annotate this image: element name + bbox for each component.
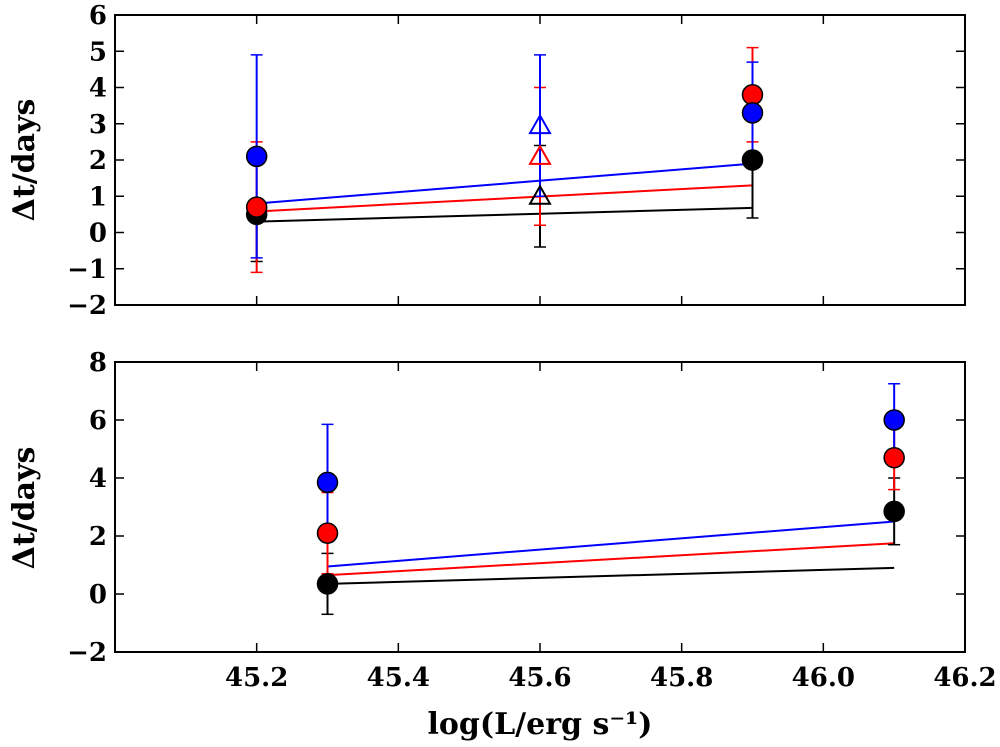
bottom-plot-frame <box>114 361 966 653</box>
top-y-tick-label: −1 <box>67 255 107 285</box>
bottom-x-tick-label: 46.2 <box>933 663 996 693</box>
bottom-x-tick-label: 45.4 <box>367 663 430 693</box>
bottom-y-tick-label: 8 <box>89 348 107 378</box>
top-y-tick-label: 1 <box>89 182 107 212</box>
bottom-y-axis-label: Δt/days <box>7 447 42 570</box>
top-red-point <box>528 144 552 165</box>
bottom-red-point <box>883 446 905 469</box>
top-y-axis-label: Δt/days <box>7 99 42 222</box>
top-panel: −2 −1 0 1 2 3 4 5 6 <box>67 1 966 321</box>
top-y-tick-label: −2 <box>67 291 107 321</box>
bottom-x-tick-label: 45.8 <box>650 663 713 693</box>
top-blue-point <box>528 113 552 135</box>
top-red-point <box>741 84 764 106</box>
bottom-black-point <box>316 573 339 595</box>
bottom-red-point <box>316 522 339 544</box>
top-black-fit-line <box>256 206 753 223</box>
bottom-black-fit-line <box>327 566 895 585</box>
bottom-x-tick-label: 45.2 <box>225 663 288 693</box>
top-y-tick-label: 3 <box>89 110 107 140</box>
top-blue-point <box>741 102 764 124</box>
top-black-point <box>528 184 552 205</box>
bottom-blue-point <box>316 471 339 494</box>
top-y-tick-label: 6 <box>89 1 107 31</box>
bottom-y-tick-label: 6 <box>89 406 107 436</box>
bottom-black-point <box>883 500 905 523</box>
bottom-red-fit-line <box>327 542 895 577</box>
top-plot-frame <box>114 14 966 306</box>
top-blue-point <box>245 145 268 168</box>
bottom-blue-fit-line <box>327 520 895 568</box>
bottom-panel: −2 0 2 4 6 8 45.2 45.4 45.6 45.8 46.0 46.2 <box>67 348 997 693</box>
top-red-point <box>245 196 268 218</box>
x-axis-label: log(L/erg s⁻¹) <box>428 707 653 742</box>
bottom-y-tick-label: 0 <box>89 580 107 610</box>
top-y-tick-label: 4 <box>89 74 107 104</box>
bottom-y-tick-label: −2 <box>67 638 107 668</box>
bottom-y-tick-label: 4 <box>89 464 107 494</box>
top-y-tick-label: 2 <box>89 146 107 176</box>
bottom-x-tick-label: 46.0 <box>792 663 855 693</box>
top-y-tick-label: 5 <box>89 37 107 67</box>
top-black-point <box>741 149 764 171</box>
top-blue-fit-line <box>256 162 753 205</box>
bottom-y-tick-label: 2 <box>89 522 107 552</box>
bottom-x-tick-label: 45.6 <box>508 663 571 693</box>
top-y-tick-label: 0 <box>89 219 107 249</box>
bottom-blue-point <box>883 409 905 431</box>
top-red-fit-line <box>256 184 753 213</box>
